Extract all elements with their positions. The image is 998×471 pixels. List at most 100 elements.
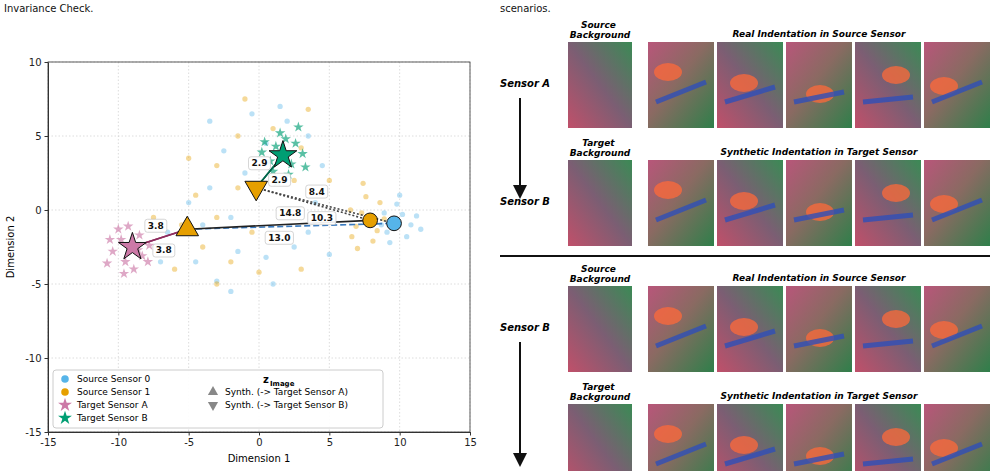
y-tick-mark <box>45 210 49 211</box>
label-background <box>153 244 175 257</box>
x-tick: 0 <box>256 432 262 448</box>
sensor-image <box>924 404 990 471</box>
y-tick: 10 <box>29 57 48 68</box>
point <box>228 289 233 294</box>
legend-frame <box>53 370 383 428</box>
legend-label: Source Sensor 0 <box>77 374 150 384</box>
point <box>257 147 267 157</box>
point <box>186 200 191 205</box>
distance-label: 10.3 <box>311 213 333 223</box>
point <box>200 244 205 249</box>
label-background <box>269 173 291 186</box>
y-tick-label: -5 <box>32 279 42 290</box>
point <box>349 234 354 239</box>
point <box>143 256 153 266</box>
point <box>105 234 115 244</box>
legend-label: Synth. (-> Target Sensor A) <box>225 387 348 397</box>
centroid-marker <box>118 232 146 258</box>
distance-label-box: 2.9 <box>269 173 291 186</box>
y-tick-mark <box>45 136 49 137</box>
sensor-image <box>855 42 921 128</box>
sensor-label: Sensor B <box>500 196 550 207</box>
centroid-marker <box>176 216 199 236</box>
legend-symbol <box>58 411 72 424</box>
distance-label: 3.8 <box>156 245 172 255</box>
row-header: Real Indentation in Source Sensor <box>733 29 906 39</box>
x-tick-mark <box>259 432 260 436</box>
point <box>292 244 297 249</box>
y-tick-label: -10 <box>25 353 41 364</box>
x-tick: 10 <box>394 432 407 448</box>
point <box>320 163 325 168</box>
sensor-image <box>924 42 990 128</box>
divider <box>500 255 990 257</box>
point <box>300 162 310 172</box>
x-tick-mark <box>329 432 330 436</box>
y-tick: 5 <box>35 131 48 142</box>
sensor-image <box>786 160 852 246</box>
point <box>134 230 144 240</box>
x-tick-label: 5 <box>327 437 333 448</box>
point <box>259 136 269 146</box>
x-tick-label: 15 <box>464 437 477 448</box>
y-tick: -10 <box>25 353 48 364</box>
point <box>228 259 233 264</box>
point <box>256 270 261 275</box>
sensor-image <box>568 286 632 372</box>
x-tick-mark <box>48 432 49 436</box>
point <box>119 268 129 278</box>
point <box>284 119 289 124</box>
label-background <box>306 185 328 198</box>
point <box>113 224 123 234</box>
point <box>193 193 198 198</box>
sensor-image <box>786 404 852 471</box>
sensor-image <box>717 404 783 471</box>
grid-line-y <box>48 210 470 211</box>
point <box>107 246 117 256</box>
sensor-image <box>648 404 714 471</box>
point <box>275 128 285 138</box>
point <box>270 281 275 286</box>
figure-svg: Invariance Check.scenarios.-15-10-505101… <box>0 0 998 471</box>
y-tick: -15 <box>25 427 48 438</box>
distance-label: 14.8 <box>279 208 301 218</box>
y-axis: -15 -10 -5 0 5 10 <box>25 57 48 438</box>
sensor-image <box>924 286 990 372</box>
y-tick-label: -15 <box>25 427 41 438</box>
point <box>270 126 275 131</box>
x-tick-label: -5 <box>184 437 194 448</box>
sensor-image <box>855 286 921 372</box>
point <box>186 156 191 161</box>
legend-label: Source Sensor 1 <box>77 387 150 397</box>
point <box>408 222 413 227</box>
plot-area <box>102 96 424 294</box>
point <box>397 193 402 198</box>
point <box>360 181 365 186</box>
point <box>214 281 219 286</box>
x-tick-label: 10 <box>394 437 407 448</box>
sensor-image <box>648 160 714 246</box>
point <box>290 138 300 148</box>
figure: Invariance Check.scenarios.-15-10-505101… <box>0 0 998 471</box>
point <box>394 201 399 206</box>
point <box>129 264 139 274</box>
point <box>158 259 163 264</box>
sensor-image <box>786 286 852 372</box>
label-background <box>249 157 271 170</box>
distance-label: 2.9 <box>272 175 288 185</box>
label-background <box>145 219 167 232</box>
distance-label-box: 2.9 <box>249 157 271 170</box>
legend-label: Synth. (-> Target Sensor B) <box>225 400 348 410</box>
distance-label-box: 3.8 <box>153 244 175 257</box>
point <box>235 185 240 190</box>
point <box>123 221 133 231</box>
y-tick-label: 0 <box>35 205 41 216</box>
y-tick-mark <box>45 62 49 63</box>
background-label: Target Background <box>570 138 631 158</box>
x-tick: 15 <box>464 432 477 448</box>
legend: zImageSource Sensor 0Source Sensor 1Targ… <box>53 370 383 428</box>
legend-symbol <box>58 398 72 411</box>
point <box>214 163 219 168</box>
distance-label-box: 14.8 <box>276 207 304 220</box>
background-label: Source Background <box>570 264 631 284</box>
